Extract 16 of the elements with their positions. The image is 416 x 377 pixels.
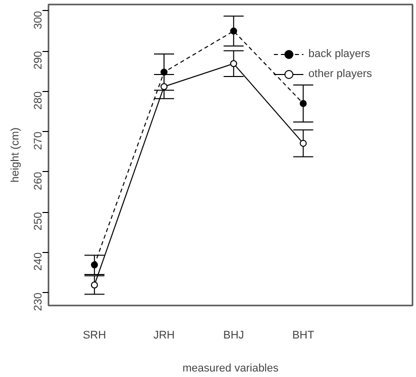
y-tick-label: 280 <box>32 91 44 110</box>
x-tick-label: JRH <box>153 330 175 342</box>
legend-label: back players <box>308 48 370 60</box>
x-tick-label: BHJ <box>223 330 244 342</box>
y-axis-title: height (cm) <box>10 127 22 183</box>
y-tick-label: 300 <box>32 10 44 30</box>
x-axis-title: measured variables <box>182 362 279 374</box>
y-tick-label: 290 <box>32 51 44 70</box>
y-tick-label: 240 <box>32 252 44 271</box>
x-tick-label: SRH <box>82 330 106 342</box>
x-tick-label: BHT <box>292 330 315 342</box>
y-tick-label: 260 <box>32 172 44 190</box>
y-tick-label: 270 <box>32 132 44 150</box>
y-tick-label: 230 <box>32 292 44 311</box>
legend-label: other players <box>308 68 372 80</box>
y-tick-label: 250 <box>32 212 44 230</box>
